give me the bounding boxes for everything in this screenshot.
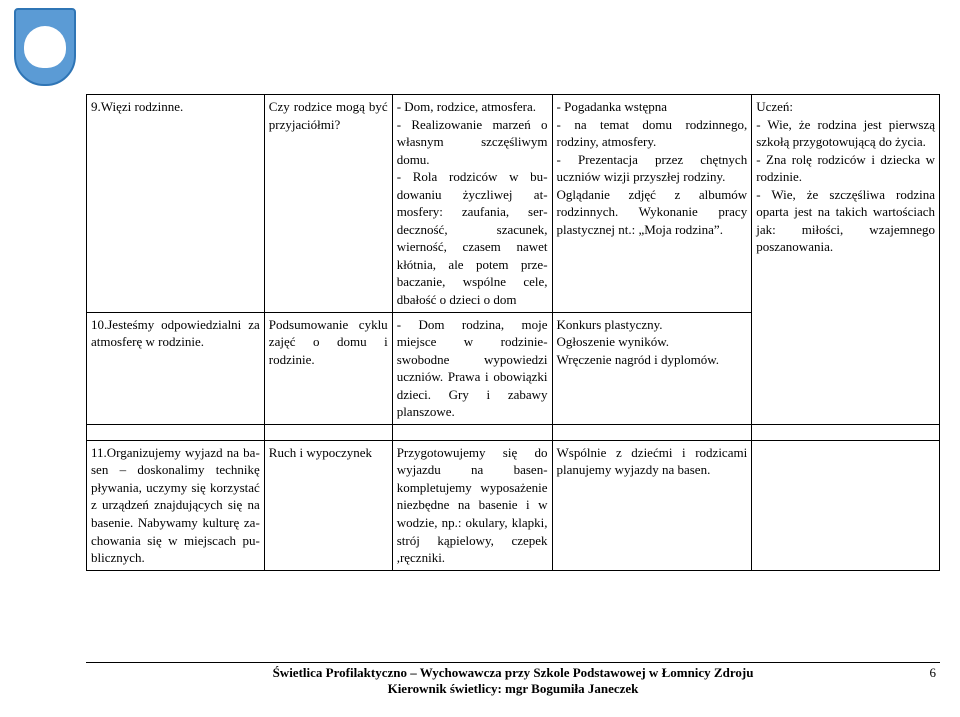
spacer-cell <box>552 424 752 440</box>
curriculum-table: 9.Więzi rodzinne. Czy rodzice mogą być p… <box>86 94 940 571</box>
page-number: 6 <box>930 665 937 681</box>
cell-content: - Dom rodzina, moje miejsce w rodzinie- … <box>392 312 552 424</box>
cell-outcomes: Uczeń:- Wie, że rodzina jest pierwszą sz… <box>752 95 940 425</box>
table-row: 9.Więzi rodzinne. Czy rodzice mogą być p… <box>87 95 940 313</box>
spacer-row <box>87 424 940 440</box>
coat-of-arms-logo <box>14 8 76 86</box>
spacer-cell <box>752 424 940 440</box>
cell-topic: 11.Organizujemy wyjazd na ba­sen – dosko… <box>87 440 265 570</box>
cell-subtopic: Ruch i wypoczynek <box>264 440 392 570</box>
cell-subtopic: Czy rodzice mogą być przyjaciółmi? <box>264 95 392 313</box>
cell-methods: - Pogadanka wstępna- na temat domu rodzi… <box>552 95 752 313</box>
spacer-cell <box>264 424 392 440</box>
cell-subtopic: Podsumowanie cy­klu zajęć o domu i rodzi… <box>264 312 392 424</box>
cell-content: - Dom, rodzice, atmosfe­ra.- Realizowani… <box>392 95 552 313</box>
footer-line2: Kierownik świetlicy: mgr Bogumiła Janecz… <box>86 681 940 697</box>
shield-shape <box>14 8 76 86</box>
cell-topic: 10.Jesteśmy odpowiedzialni za atmosferę … <box>87 312 265 424</box>
table-row: 11.Organizujemy wyjazd na ba­sen – dosko… <box>87 440 940 570</box>
cell-methods: Wspólnie z dziećmi i rodzi­cami planujem… <box>552 440 752 570</box>
cell-content: Przygotowujemy się do wyjazdu na basen- … <box>392 440 552 570</box>
spacer-cell <box>87 424 265 440</box>
cell-topic: 9.Więzi rodzinne. <box>87 95 265 313</box>
lamb-icon <box>24 26 66 68</box>
cell-outcomes <box>752 440 940 570</box>
footer-line1: Świetlica Profilaktyczno – Wychowawcza p… <box>86 665 940 681</box>
cell-methods: Konkurs plastyczny.Ogłoszenie wyników.Wr… <box>552 312 752 424</box>
page-footer: Świetlica Profilaktyczno – Wychowawcza p… <box>86 662 940 697</box>
spacer-cell <box>392 424 552 440</box>
